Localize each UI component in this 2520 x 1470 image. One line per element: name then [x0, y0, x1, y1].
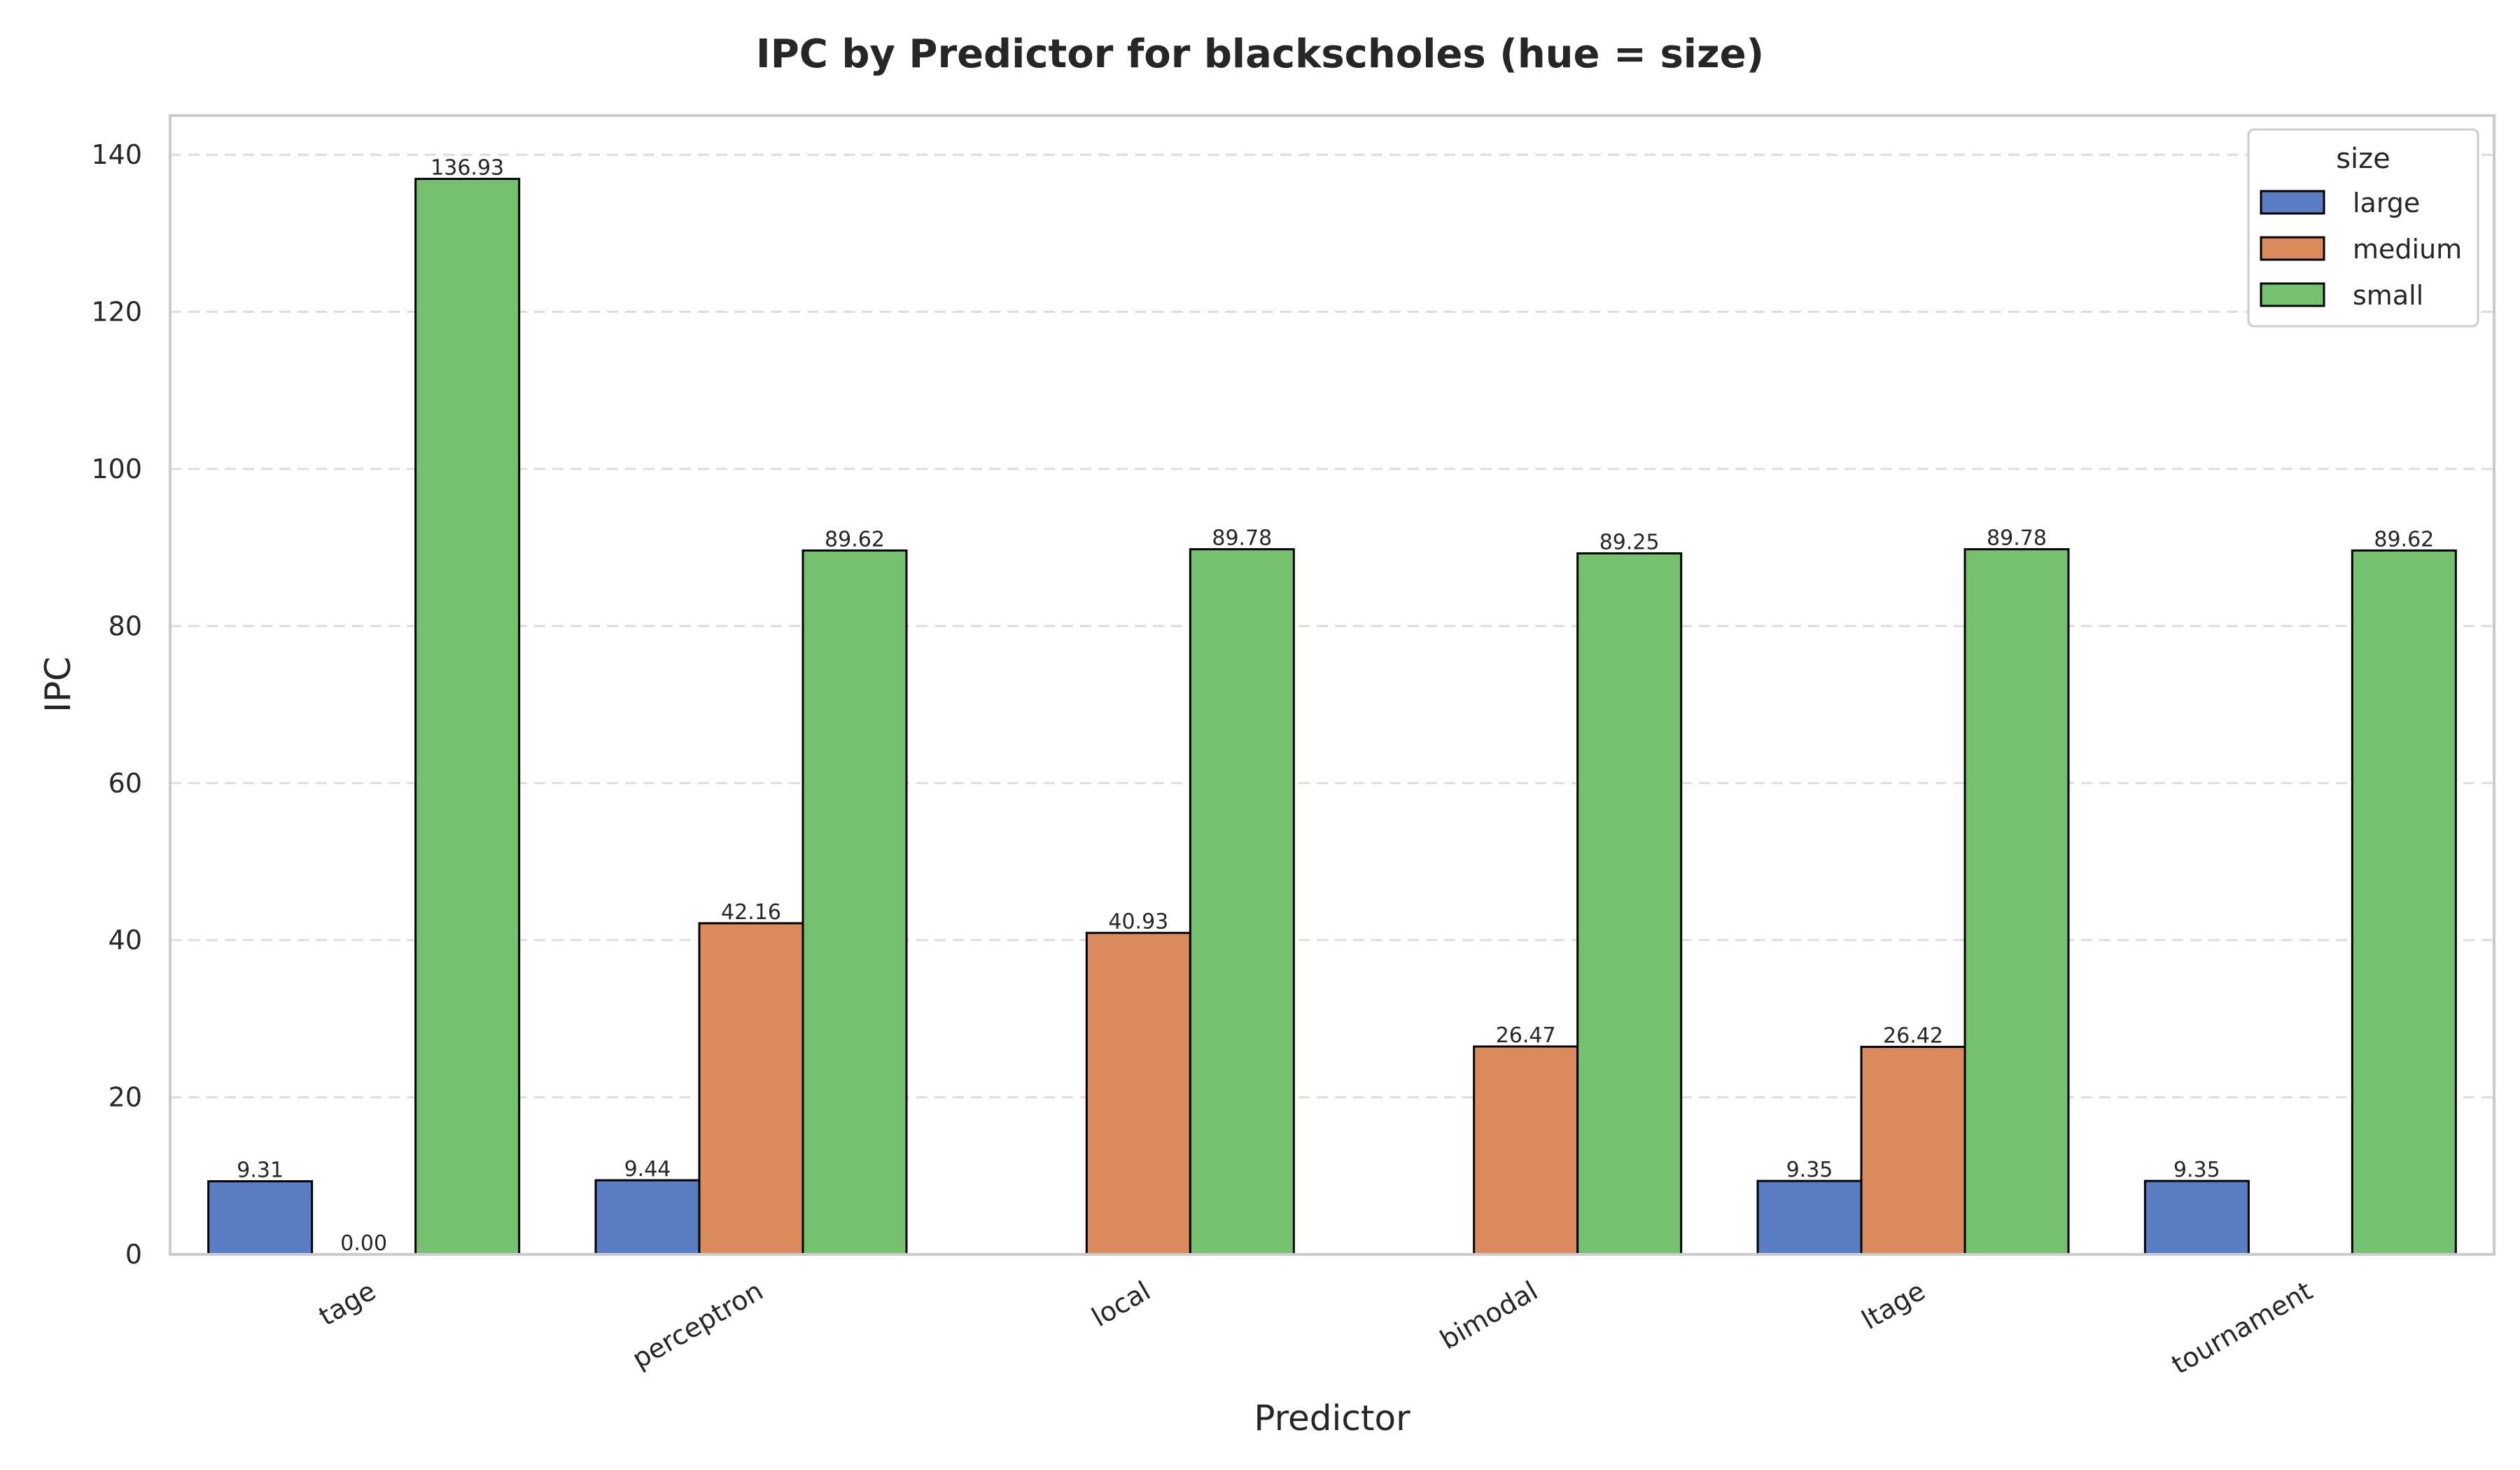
bar-value-label: 89.62 — [2374, 527, 2434, 552]
bar-value-label: 89.62 — [825, 527, 885, 552]
x-tick-label: bimodal — [1435, 1275, 1543, 1356]
y-tick-label: 140 — [91, 139, 142, 170]
bar-medium-bimodal — [1473, 1045, 1579, 1256]
bar-value-labels: 9.31 0.00 136.93 9.44 42.16 89.62 40.93 89.78 26… — [237, 156, 2434, 1256]
legend-swatch-small — [2260, 282, 2325, 307]
y-tick-label: 60 — [108, 768, 142, 799]
grid-lines — [170, 153, 2494, 1099]
y-tick-label: 40 — [108, 925, 142, 955]
bar-large-perceptron — [594, 1179, 701, 1256]
y-tick-label: 0 — [125, 1239, 142, 1270]
bar-large-ltage — [1756, 1180, 1863, 1256]
legend-swatch-medium — [2260, 236, 2325, 261]
x-tick-label: tournament — [2166, 1275, 2318, 1380]
legend-title: size — [2336, 143, 2390, 175]
bar-large-tournament — [2143, 1180, 2250, 1256]
bar-medium-ltage — [1860, 1046, 1966, 1256]
x-axis-label: Predictor — [1254, 1398, 1410, 1438]
bar-value-label: 9.44 — [624, 1157, 671, 1182]
y-tick-label: 120 — [91, 297, 142, 328]
y-tick-label: 80 — [108, 610, 142, 641]
bar-value-label: 0.00 — [340, 1231, 387, 1256]
chart-title: IPC by Predictor for blackscholes (hue =… — [756, 31, 1764, 77]
bar-value-label: 26.42 — [1883, 1024, 1943, 1049]
legend-label-small: small — [2353, 280, 2423, 311]
x-tick-label: local — [1086, 1275, 1156, 1333]
bar-value-label: 26.47 — [1496, 1023, 1556, 1048]
x-axis-ticks: tage perceptron local bimodal ltage tournamen… — [314, 1275, 2318, 1380]
legend-box — [2247, 128, 2479, 328]
bar-medium-perceptron — [698, 922, 804, 1256]
bar-value-label: 42.16 — [721, 900, 781, 925]
y-tick-label: 100 — [91, 454, 142, 484]
y-axis-ticks: 0 20 40 60 80 100 120 140 — [91, 139, 142, 1270]
bar-value-label: 9.31 — [237, 1158, 284, 1183]
bar-value-label: 89.78 — [1212, 526, 1272, 551]
bar-small-bimodal — [1576, 552, 1683, 1256]
bar-medium-local — [1085, 932, 1191, 1256]
bar-value-label: 40.93 — [1108, 910, 1168, 934]
bar-small-tournament — [2351, 549, 2457, 1256]
y-tick-label: 20 — [108, 1082, 142, 1113]
legend-label-large: large — [2353, 188, 2420, 218]
bar-value-label: 89.25 — [1600, 531, 1660, 555]
bars — [207, 178, 2457, 1256]
bar-small-local — [1189, 548, 1295, 1256]
bar-small-ltage — [1963, 548, 2070, 1256]
legend-swatch-large — [2260, 190, 2325, 215]
bar-value-label: 9.35 — [1786, 1158, 1833, 1182]
x-tick-label: ltage — [1856, 1275, 1930, 1336]
plot-frame — [169, 114, 2496, 1256]
legend-label-medium: medium — [2353, 234, 2462, 265]
y-axis-label: IPC — [38, 657, 78, 713]
legend-items: large medium small — [2260, 188, 2462, 311]
x-tick-label: tage — [314, 1275, 381, 1332]
bar-large-tage — [207, 1180, 314, 1256]
x-tick-label: perceptron — [627, 1275, 769, 1375]
bar-small-tage — [414, 178, 521, 1256]
bar-value-label: 9.35 — [2174, 1158, 2220, 1182]
bar-value-label: 136.93 — [430, 156, 504, 181]
bar-small-perceptron — [802, 549, 908, 1256]
bar-value-label: 89.78 — [1987, 526, 2047, 551]
legend: size large medium small — [2247, 128, 2479, 328]
